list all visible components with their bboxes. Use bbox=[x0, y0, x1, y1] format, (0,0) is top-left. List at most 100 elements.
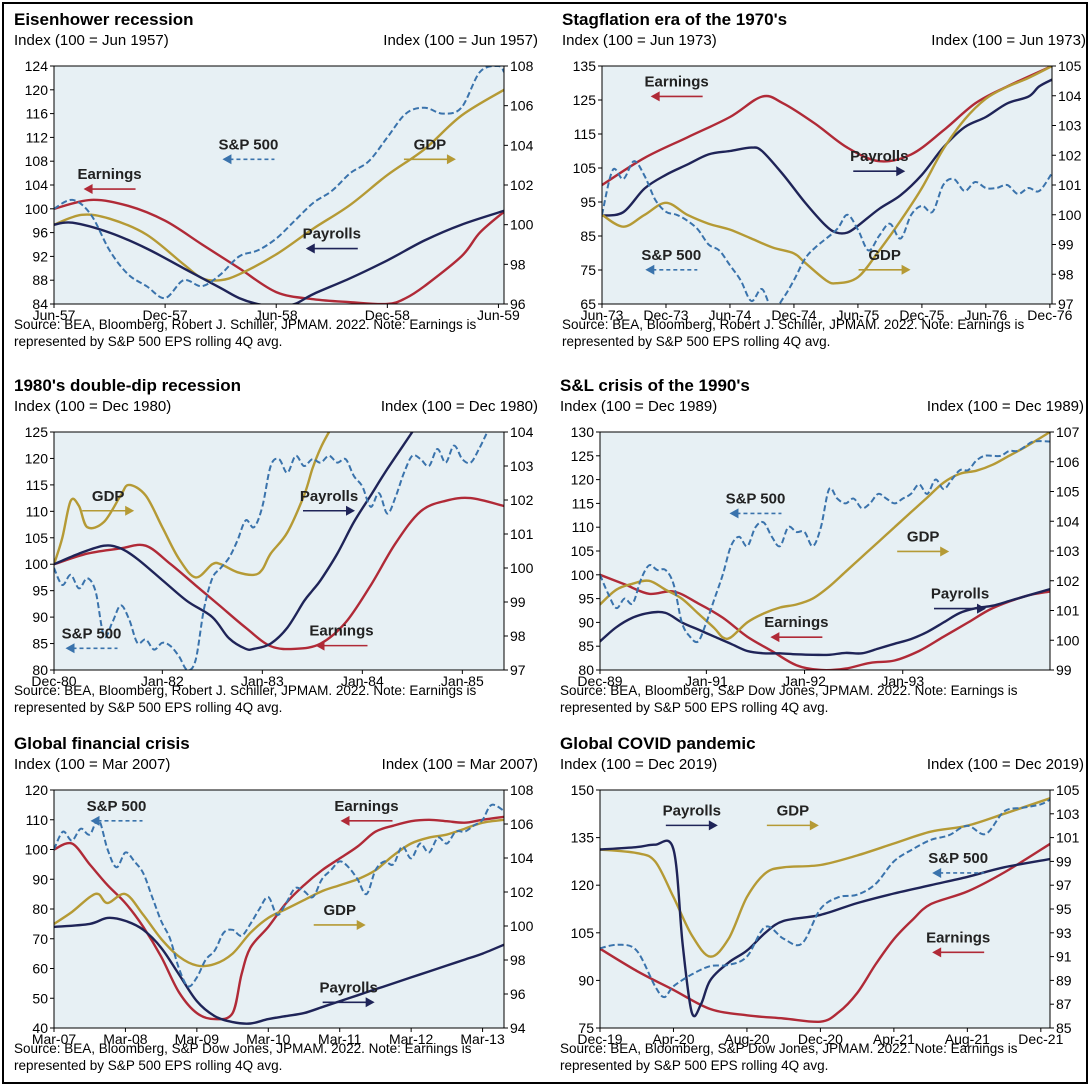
left-tick-label: 105 bbox=[571, 925, 595, 941]
series-line-earnings bbox=[600, 573, 1050, 670]
right-axis-label: Index (100 = Jun 1957) bbox=[383, 32, 538, 49]
x-tick-label: Jan-91 bbox=[685, 673, 728, 689]
left-tick-label: 120 bbox=[25, 450, 49, 466]
plot-border bbox=[53, 431, 505, 671]
left-tick-label: 115 bbox=[26, 477, 49, 493]
right-tick-label: 105 bbox=[1058, 58, 1082, 74]
x-tick-label: Apr-21 bbox=[873, 1031, 915, 1047]
x-tick-label: Mar-08 bbox=[103, 1031, 148, 1047]
left-tick-label: 120 bbox=[25, 82, 49, 98]
source-note: Source: BEA, Bloomberg, S&P Dow Jones, J… bbox=[14, 1041, 472, 1073]
series-arrow-gdp bbox=[82, 505, 135, 516]
series-label-gdp: GDP bbox=[323, 902, 356, 919]
source-note: Source: BEA, Bloomberg, S&P Dow Jones, J… bbox=[560, 683, 1018, 715]
right-axis-label: Index (100 = Dec 1989) bbox=[926, 398, 1084, 415]
x-tick-label: Jan-84 bbox=[341, 673, 384, 689]
left-tick-label: 50 bbox=[32, 990, 48, 1006]
left-tick-label: 100 bbox=[571, 567, 595, 583]
right-axis-label: Index (100 = Dec 1980) bbox=[380, 398, 538, 415]
left-axis-label: Index (100 = Jun 1957) bbox=[14, 32, 169, 49]
series-line-sp500 bbox=[54, 432, 489, 670]
left-tick-label: 88 bbox=[32, 272, 48, 288]
series-line-gdp bbox=[54, 88, 504, 282]
left-tick-label: 125 bbox=[25, 424, 49, 440]
series-label-sp500: S&P 500 bbox=[62, 625, 122, 642]
x-tick-label: Mar-09 bbox=[175, 1031, 220, 1047]
series-arrow-gdp bbox=[897, 546, 950, 557]
series-arrow-payrolls bbox=[322, 997, 375, 1008]
series-arrow-sp500 bbox=[729, 508, 782, 519]
plot-background bbox=[54, 432, 504, 670]
right-tick-label: 100 bbox=[1056, 632, 1080, 648]
series-label-payrolls: Payrolls bbox=[300, 488, 358, 505]
left-tick-label: 60 bbox=[32, 961, 48, 977]
series-label-gdp: GDP bbox=[868, 247, 901, 264]
right-tick-label: 103 bbox=[1056, 543, 1080, 559]
series-arrow-sp500 bbox=[90, 815, 143, 826]
series-label-earnings: Earnings bbox=[77, 166, 141, 183]
left-axis-label: Index (100 = Dec 1980) bbox=[14, 398, 172, 415]
chart-panel-1980-s-double-dip-recession: 1980's double-dip recession Index (100 = … bbox=[14, 376, 544, 732]
plot-area: 75 90 105 120 135 150 85 87 89 91 93 95 97 99 101 103 10… bbox=[571, 782, 1080, 1047]
x-tick-label: Jun-73 bbox=[581, 307, 624, 323]
series-label-sp500: S&P 500 bbox=[928, 850, 988, 867]
series-arrow-earnings bbox=[650, 91, 703, 102]
right-tick-label: 99 bbox=[1058, 237, 1074, 253]
x-tick-label: Mar-11 bbox=[318, 1031, 362, 1047]
right-axis-label: Index (100 = Dec 2019) bbox=[926, 756, 1084, 773]
series-arrow-sp500 bbox=[65, 643, 118, 654]
left-tick-label: 110 bbox=[572, 519, 595, 535]
left-tick-label: 130 bbox=[571, 424, 595, 440]
series-line-sp500 bbox=[54, 66, 504, 300]
x-tick-label: Dec-58 bbox=[365, 307, 410, 323]
x-tick-label: Jan-93 bbox=[881, 673, 924, 689]
left-tick-label: 95 bbox=[32, 583, 48, 599]
right-tick-label: 100 bbox=[1058, 207, 1082, 223]
chart-panel-stagflation-era-of-the-1970-s: Stagflation era of the 1970's Index (100 … bbox=[562, 10, 1092, 366]
x-tick-label: Dec-73 bbox=[643, 307, 688, 323]
plot-background bbox=[54, 66, 504, 304]
right-tick-label: 98 bbox=[510, 952, 526, 968]
plot-area: 40 50 60 70 80 90 100 110 120 94 96 98 100 102 104 106 1… bbox=[25, 782, 534, 1047]
right-tick-label: 104 bbox=[510, 850, 534, 866]
left-tick-label: 40 bbox=[32, 1020, 48, 1036]
plot-background bbox=[602, 66, 1052, 304]
right-tick-label: 87 bbox=[1056, 996, 1072, 1012]
left-tick-label: 100 bbox=[25, 201, 49, 217]
x-tick-label: Dec-80 bbox=[31, 673, 76, 689]
left-tick-label: 105 bbox=[571, 543, 595, 559]
right-tick-label: 106 bbox=[510, 816, 534, 832]
series-label-gdp: GDP bbox=[414, 136, 447, 153]
left-tick-label: 120 bbox=[571, 877, 595, 893]
series-arrow-payrolls bbox=[665, 820, 718, 831]
series-arrow-gdp bbox=[403, 154, 456, 165]
series-arrow-payrolls bbox=[303, 505, 355, 516]
series-label-payrolls: Payrolls bbox=[663, 802, 721, 819]
x-tick-label: Dec-76 bbox=[1027, 307, 1072, 323]
right-tick-label: 101 bbox=[1056, 830, 1080, 846]
series-arrow-payrolls bbox=[853, 166, 906, 177]
left-tick-label: 135 bbox=[573, 58, 597, 74]
series-label-earnings: Earnings bbox=[334, 798, 398, 815]
right-tick-label: 97 bbox=[1058, 296, 1074, 312]
left-tick-label: 110 bbox=[26, 503, 49, 519]
series-line-gdp bbox=[602, 66, 1052, 285]
right-tick-label: 108 bbox=[510, 782, 534, 798]
source-note: Source: BEA, Bloomberg, S&P Dow Jones, J… bbox=[560, 1041, 1018, 1073]
x-tick-label: Mar-07 bbox=[32, 1031, 77, 1047]
right-axis-label: Index (100 = Mar 2007) bbox=[381, 756, 538, 773]
series-label-sp500: S&P 500 bbox=[219, 136, 279, 153]
series-line-sp500 bbox=[600, 798, 1050, 999]
series-label-earnings: Earnings bbox=[764, 614, 828, 631]
left-tick-label: 96 bbox=[32, 225, 48, 241]
left-tick-label: 95 bbox=[580, 194, 596, 210]
plot-border bbox=[599, 431, 1051, 671]
series-label-sp500: S&P 500 bbox=[726, 490, 786, 507]
right-tick-label: 103 bbox=[1058, 118, 1082, 134]
x-tick-label: Dec-89 bbox=[577, 673, 622, 689]
x-tick-label: Jan-85 bbox=[441, 673, 484, 689]
left-tick-label: 105 bbox=[25, 530, 49, 546]
right-tick-label: 93 bbox=[1056, 925, 1072, 941]
chart-title: Global COVID pandemic bbox=[560, 734, 756, 753]
right-tick-label: 104 bbox=[510, 137, 534, 153]
